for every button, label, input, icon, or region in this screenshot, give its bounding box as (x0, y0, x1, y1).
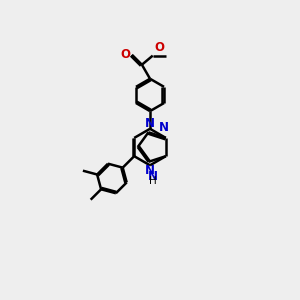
Text: O: O (154, 41, 164, 55)
Text: N: N (148, 170, 158, 183)
Text: N: N (159, 122, 169, 134)
Text: O: O (120, 48, 130, 61)
Text: N: N (145, 117, 155, 130)
Text: H: H (149, 176, 157, 187)
Text: N: N (145, 164, 155, 177)
